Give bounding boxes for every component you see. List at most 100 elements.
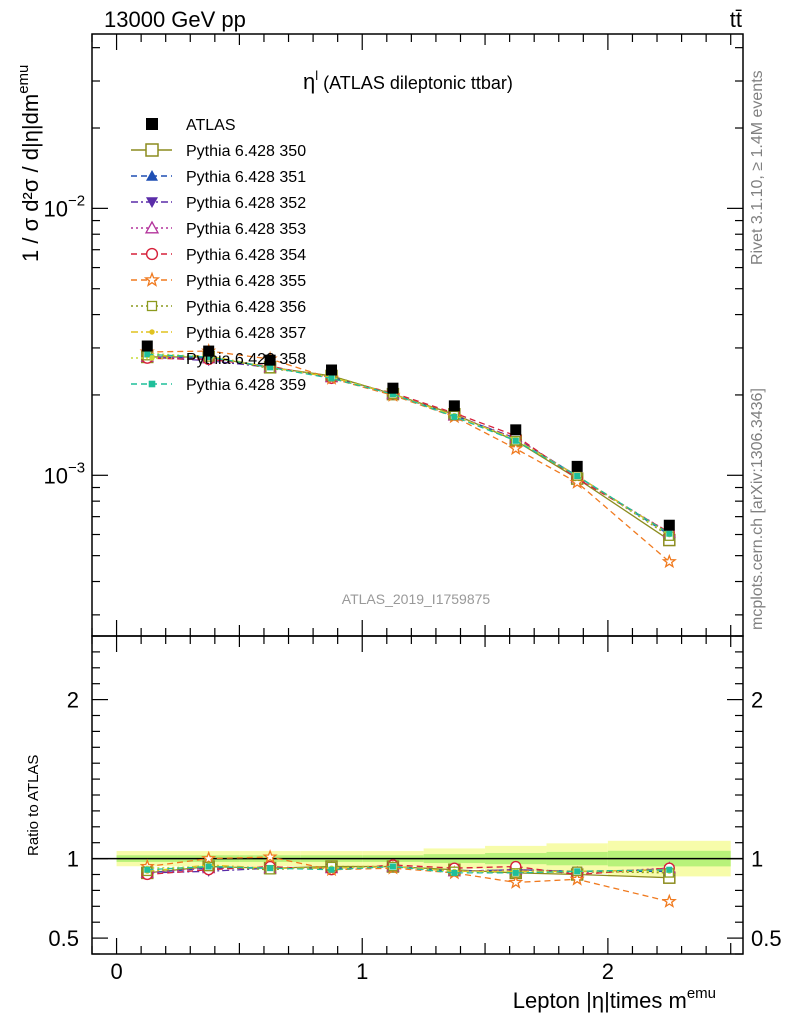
series-point-9 [144, 351, 151, 358]
y-tick-exponent: −3 [68, 459, 85, 476]
data-point [141, 340, 153, 352]
main-data-points [141, 340, 675, 531]
ratio-series-group [139, 849, 677, 908]
legend-marker-data [146, 118, 158, 130]
legend-marker [149, 355, 155, 361]
data-point [571, 460, 583, 472]
ratio-point-5 [262, 849, 278, 864]
rivet-label: Rivet 3.1.10, ≥ 1.4M events [749, 70, 766, 265]
legend-label-data: ATLAS [186, 117, 236, 134]
legend-entry-3: Pythia 6.428 353 [131, 220, 306, 238]
legend-entry-data: ATLAS [146, 117, 236, 134]
plot-title-superscript: l [315, 68, 318, 83]
legend-entry-2: Pythia 6.428 352 [131, 195, 306, 212]
ratio-point-9 [144, 866, 151, 873]
series-line-4 [147, 357, 670, 533]
x-axis-label: Lepton |η|times memu [513, 985, 716, 1013]
y-tick-label: 10 [44, 463, 68, 488]
legend-label: Pythia 6.428 358 [186, 351, 306, 368]
ratio-panel: 0.5 0.5 1 1 2 2 0 1 2 [48, 635, 782, 984]
ratio-point-9 [512, 869, 519, 876]
y-axis-label: 1 / σ d²σ / d|η|dmemu [15, 65, 43, 262]
legend-marker [145, 247, 159, 261]
legend-entry-5: Pythia 6.428 355 [131, 271, 306, 290]
legend: ATLAS Pythia 6.428 350 Pythia 6.428 351 Pyt… [131, 117, 306, 394]
ratio-point-9 [267, 865, 274, 872]
legend-label: Pythia 6.428 353 [186, 221, 306, 238]
ratio-point-9 [389, 863, 396, 870]
series-point-9 [666, 530, 673, 537]
series-point-9 [451, 413, 458, 420]
y-tick-exponent: −2 [68, 192, 85, 209]
legend-marker [144, 220, 160, 234]
x-axis-label-text: Lepton |η|times m [513, 988, 687, 1013]
ratio-tick-label-left: 2 [67, 688, 79, 713]
x-tick-label: 1 [356, 959, 368, 984]
ratio-point-9 [451, 869, 458, 876]
legend-entry-9: Pythia 6.428 359 [131, 377, 306, 394]
legend-entry-7: Pythia 6.428 357 [131, 325, 306, 342]
ratio-point-5 [508, 874, 524, 889]
y-axis-label-superscript: emu [15, 65, 32, 94]
series-point-9 [205, 353, 212, 361]
ratio-point-5 [661, 893, 677, 908]
legend-label: Pythia 6.428 357 [186, 325, 306, 342]
legend-marker [146, 170, 158, 181]
legend-marker [149, 329, 155, 335]
data-point [387, 382, 399, 394]
series-point-9 [267, 364, 274, 371]
main-panel: 10−310−2 [44, 33, 744, 637]
ratio-point-9 [574, 868, 581, 875]
data-point [264, 354, 276, 366]
data-point [326, 364, 338, 376]
data-point [663, 519, 675, 531]
main-series-group [139, 343, 677, 569]
legend-marker [143, 271, 161, 287]
ratio-tick-label-left: 0.5 [48, 926, 79, 951]
series-point-9 [574, 473, 581, 480]
y-axis-label-text: 1 / σ d²σ / d|η|dm [18, 94, 43, 262]
ratio-line-5 [147, 856, 670, 903]
series-point-5 [508, 440, 524, 456]
ratio-tick-label-left: 1 [67, 847, 79, 872]
legend-marker [146, 300, 158, 312]
y-tick-label: 10 [44, 196, 68, 221]
data-point [203, 345, 215, 357]
ratio-point-5 [569, 871, 585, 886]
series-point-9 [512, 437, 519, 444]
x-tick-label: 0 [110, 959, 122, 984]
data-point [510, 424, 522, 436]
legend-marker [145, 143, 159, 157]
ratio-frame [91, 635, 744, 955]
series-point-9 [328, 375, 335, 382]
legend-entry-8: Pythia 6.428 358 [131, 351, 306, 368]
legend-entry-0: Pythia 6.428 350 [131, 143, 306, 160]
ratio-point-9 [666, 866, 673, 873]
main-ticks: 10−310−2 [44, 34, 743, 636]
legend-label: Pythia 6.428 350 [186, 143, 306, 160]
plot-title-suffix: (ATLAS dileptonic ttbar) [323, 73, 513, 93]
energy-label: 13000 GeV pp [104, 7, 246, 32]
analysis-tag: ATLAS_2019_I1759875 [342, 591, 491, 607]
legend-label: Pythia 6.428 351 [186, 169, 306, 186]
legend-label: Pythia 6.428 359 [186, 377, 306, 394]
legend-label: Pythia 6.428 352 [186, 195, 306, 212]
legend-label: Pythia 6.428 356 [186, 299, 306, 316]
x-tick-label: 2 [602, 959, 614, 984]
ratio-point-5 [201, 850, 217, 866]
legend-label: Pythia 6.428 354 [186, 247, 306, 264]
legend-marker [146, 197, 158, 208]
ratio-point-9 [328, 866, 335, 873]
ratio-tick-label-right: 1 [751, 847, 763, 872]
legend-label: Pythia 6.428 355 [186, 273, 306, 290]
data-point [448, 400, 460, 412]
plot-title-symbol: η [303, 69, 315, 94]
legend-marker [148, 380, 156, 388]
x-axis-label-superscript: emu [687, 985, 716, 1002]
series-line-9 [147, 353, 670, 535]
legend-entry-1: Pythia 6.428 351 [131, 169, 306, 186]
ratio-tick-label-right: 0.5 [751, 926, 782, 951]
legend-entry-6: Pythia 6.428 356 [131, 299, 306, 316]
ratio-tick-label-right: 2 [751, 688, 763, 713]
